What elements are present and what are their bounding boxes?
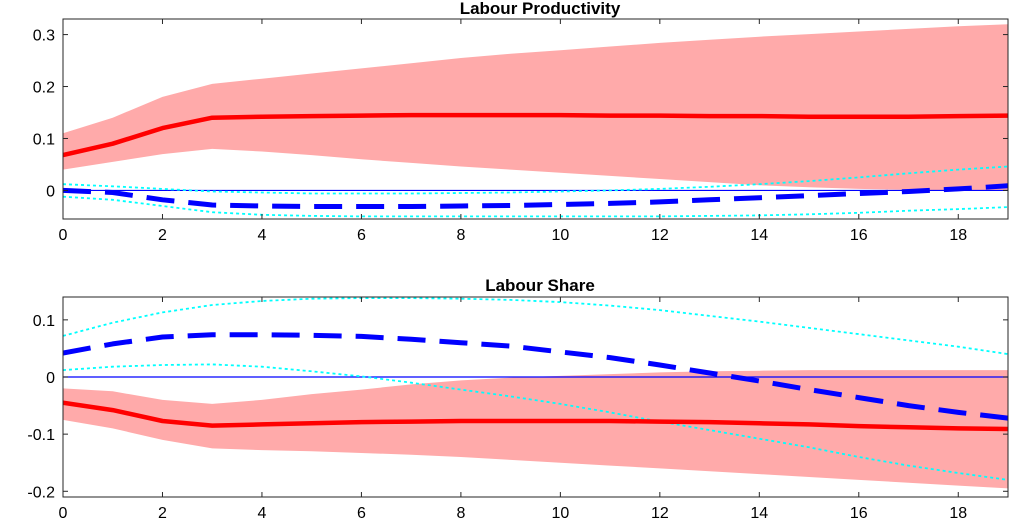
x-tick-label: 14 bbox=[750, 227, 768, 244]
x-tick-label: 2 bbox=[158, 505, 167, 522]
x-tick-label: 8 bbox=[456, 505, 465, 522]
x-tick-label: 18 bbox=[949, 227, 967, 244]
x-tick-label: 6 bbox=[357, 227, 366, 244]
plot-area bbox=[63, 24, 1008, 218]
confidence-band bbox=[63, 370, 1008, 489]
x-tick-label: 12 bbox=[651, 227, 669, 244]
y-tick-label: 0.3 bbox=[33, 28, 55, 45]
confidence-band bbox=[63, 24, 1008, 191]
series-line-dashed bbox=[63, 183, 1008, 209]
y-tick-label: 0 bbox=[46, 370, 55, 387]
chart-labour-share: Labour Share 0 2 4 6 8 10 12 14 16 18 -0.2 -0.1 0 0.1 bbox=[27, 276, 1009, 522]
x-tick-label: 8 bbox=[456, 227, 465, 244]
x-tick-label: 0 bbox=[59, 227, 68, 244]
x-tick-label: 10 bbox=[551, 505, 569, 522]
chart-title: Labour Productivity bbox=[460, 0, 621, 18]
x-tick-label: 2 bbox=[158, 227, 167, 244]
y-tick-label: 0.1 bbox=[33, 131, 55, 148]
x-tick-label: 18 bbox=[949, 505, 967, 522]
x-tick-label: 4 bbox=[257, 227, 266, 244]
y-tick-label: -0.2 bbox=[27, 484, 55, 501]
series-line-solid bbox=[63, 400, 1008, 432]
y-tick-label: 0.1 bbox=[33, 313, 55, 330]
x-tick-label: 16 bbox=[850, 505, 868, 522]
x-tick-label: 16 bbox=[850, 227, 868, 244]
x-tick-label: 4 bbox=[257, 505, 266, 522]
series-line-dotted bbox=[63, 195, 1008, 218]
y-tick-label: 0.2 bbox=[33, 80, 55, 97]
chart-labour-productivity: Labour Productivity 0 2 4 6 8 10 12 14 16 18 0 0.1 0… bbox=[33, 0, 1009, 244]
series-line-dashed bbox=[63, 332, 1008, 421]
series-line-dotted bbox=[63, 165, 1008, 195]
series-line-solid bbox=[63, 112, 1008, 158]
axes-box bbox=[62, 296, 1009, 498]
x-tick-label: 10 bbox=[551, 227, 569, 244]
series-line-dotted bbox=[63, 363, 1008, 481]
series-line-dotted bbox=[63, 297, 1008, 355]
x-tick-label: 12 bbox=[651, 505, 669, 522]
x-tick-label: 6 bbox=[357, 505, 366, 522]
x-tick-label: 14 bbox=[750, 505, 768, 522]
axes-box bbox=[62, 18, 1009, 220]
plot-area bbox=[63, 297, 1008, 489]
x-tick-label: 0 bbox=[59, 505, 68, 522]
y-tick-label: 0 bbox=[46, 183, 55, 200]
chart-title: Labour Share bbox=[485, 276, 595, 295]
y-tick-label: -0.1 bbox=[27, 427, 55, 444]
